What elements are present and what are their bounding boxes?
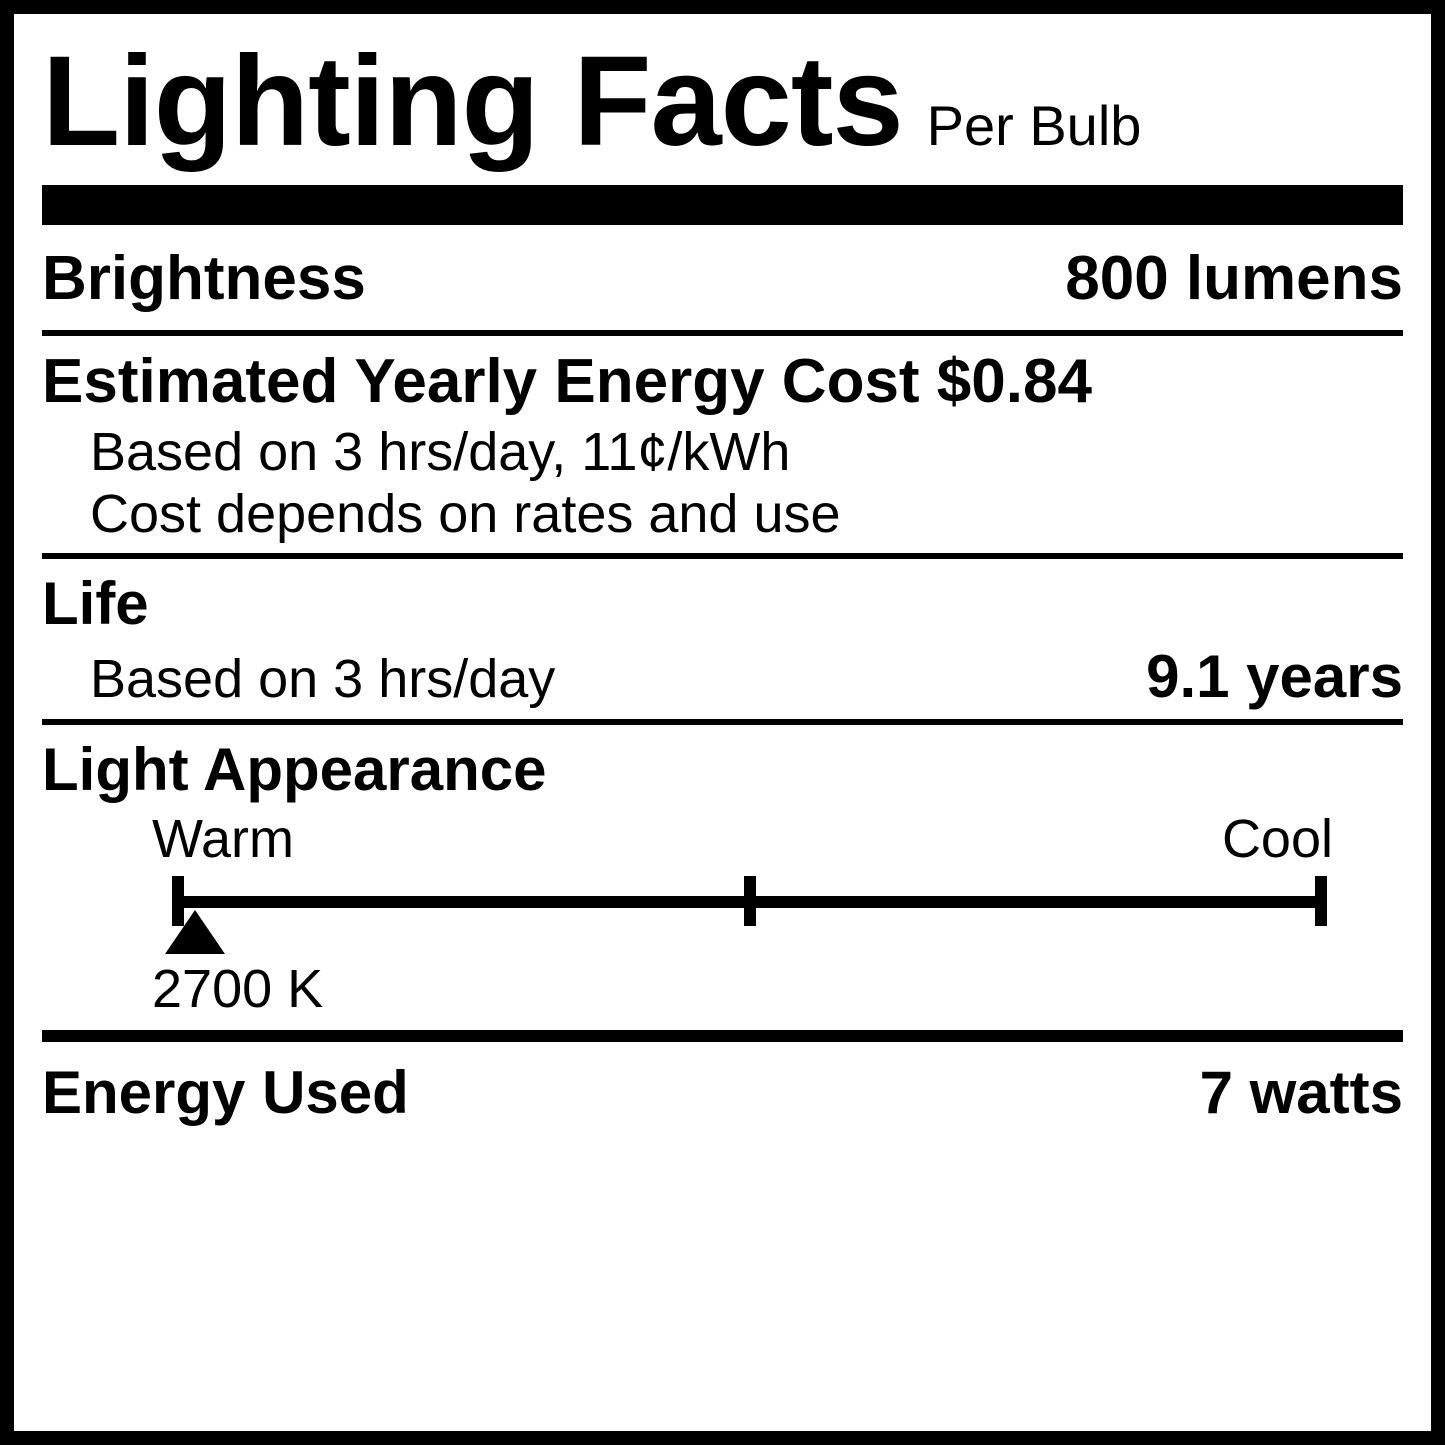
life-header: Life [42,569,1403,638]
color-temp-scale [172,876,1327,956]
life-section: Life Based on 3 hrs/day 9.1 years [42,569,1403,711]
divider-thick [42,1030,1403,1042]
appearance-section: Light Appearance Warm Cool 2700 K [42,735,1403,1020]
scale-pointer-icon [165,910,225,954]
title-row: Lighting Facts Per Bulb [42,28,1403,175]
lighting-facts-label: Lighting Facts Per Bulb Brightness 800 l… [0,0,1445,1445]
title-main: Lighting Facts [42,28,903,175]
energy-value: 7 watts [1200,1058,1403,1127]
scale-tick-cool [1315,876,1327,926]
divider [42,719,1403,725]
warm-label: Warm [152,808,294,870]
cost-detail-2: Cost depends on rates and use [90,483,1403,545]
title-sub: Per Bulb [927,93,1142,158]
brightness-value: 800 lumens [1065,243,1403,314]
appearance-header: Light Appearance [42,735,1403,804]
energy-row: Energy Used 7 watts [42,1058,1403,1127]
life-detail: Based on 3 hrs/day [90,648,555,710]
cost-detail-1: Based on 3 hrs/day, 11¢/kWh [90,421,1403,483]
life-value: 9.1 years [1146,642,1403,711]
cool-label: Cool [1222,808,1333,870]
cost-section: Estimated Yearly Energy Cost $0.84 Based… [42,346,1403,545]
divider [42,553,1403,559]
cost-header: Estimated Yearly Energy Cost $0.84 [42,346,1403,417]
kelvin-label: 2700 K [152,958,1403,1020]
thick-divider-bar [42,185,1403,225]
energy-label: Energy Used [42,1058,409,1127]
brightness-label: Brightness [42,243,366,314]
divider [42,330,1403,336]
scale-tick-mid [744,876,756,926]
brightness-row: Brightness 800 lumens [42,243,1403,314]
